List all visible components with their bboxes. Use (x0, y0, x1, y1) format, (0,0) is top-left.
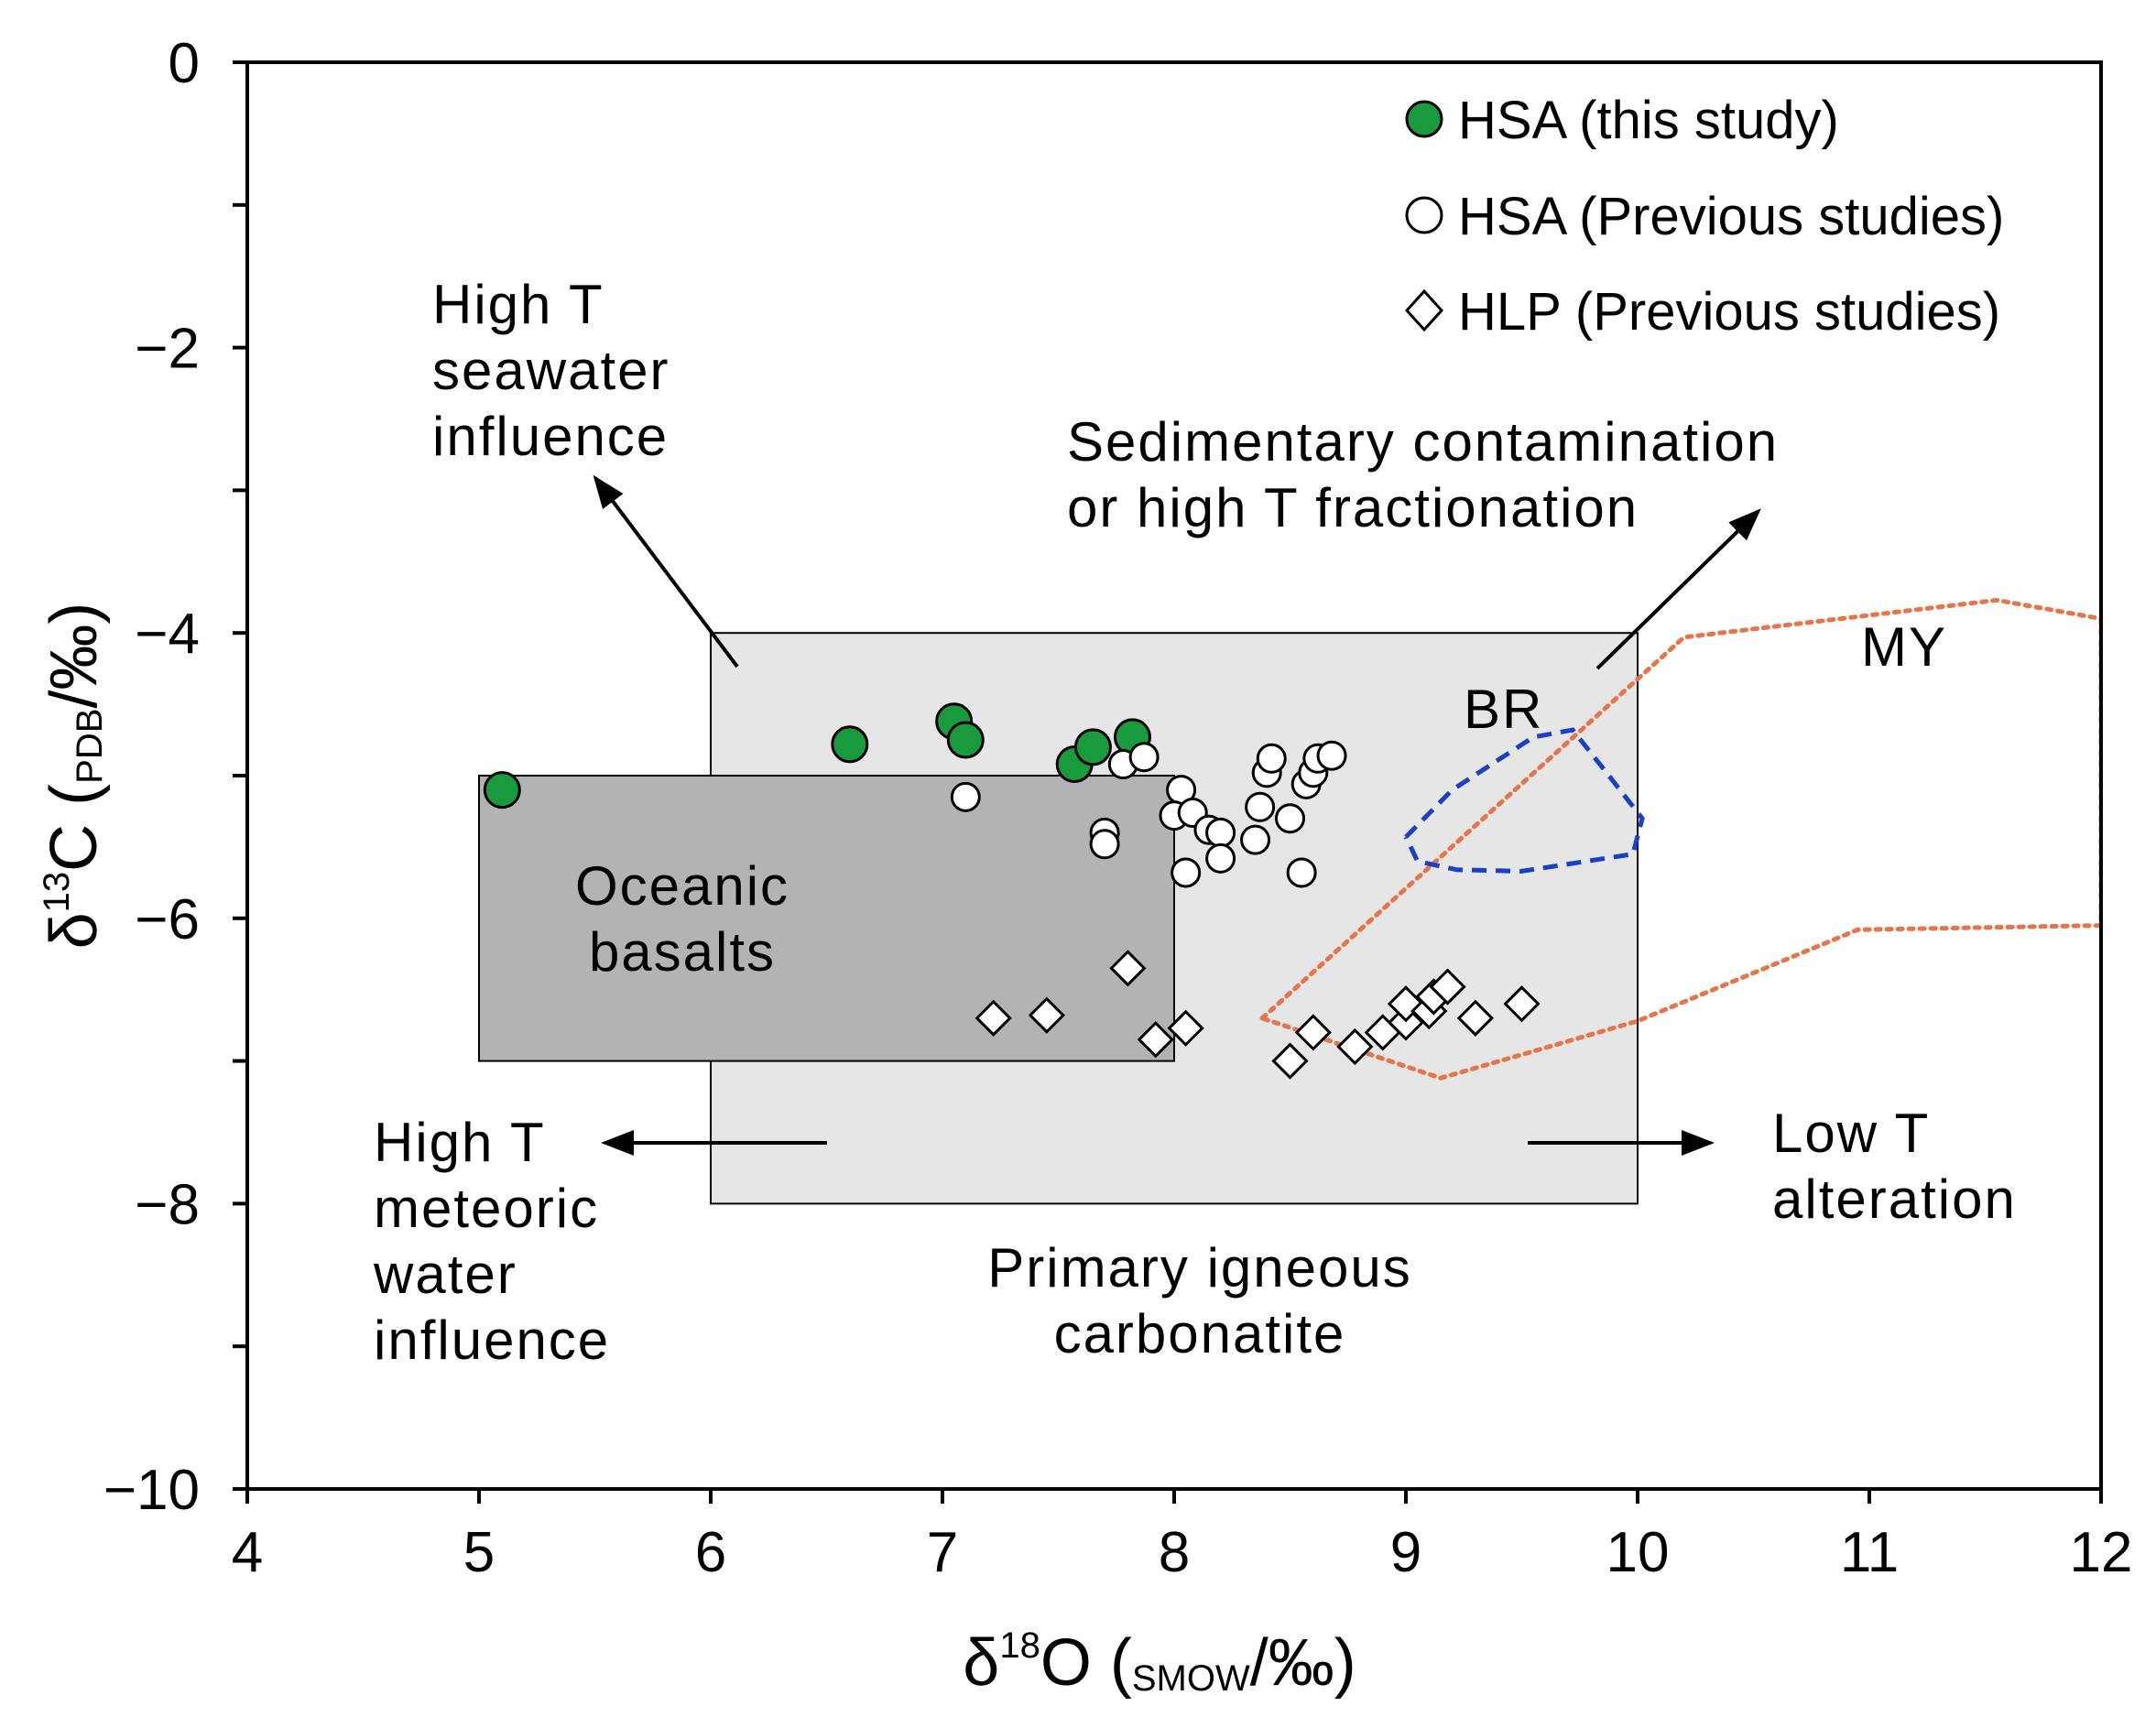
label-sedimentary-contamination: Sedimentary contamination (1067, 411, 1779, 473)
y-axis-title-mid: C ( (38, 784, 111, 872)
region-oceanic-basalts (478, 775, 1175, 1062)
x-axis-title: δ18O (SMOW/‰) (963, 1625, 1356, 1700)
label-high-t-meteoric: influence (374, 1309, 610, 1371)
y-tick-label: −6 (135, 888, 200, 951)
arrows-layer (593, 474, 1761, 1156)
point-hlp-previous-studies-6 (1294, 1014, 1332, 1051)
x-tick-label: 6 (695, 1521, 726, 1584)
point-hsa-previous-studies-12 (1240, 824, 1271, 855)
point-hlp-previous-studies-0 (975, 999, 1012, 1037)
point-hsa-previous-studies-17 (1286, 857, 1317, 888)
x-tick-label: 4 (232, 1521, 263, 1584)
point-hsa-previous-studies-0 (950, 781, 981, 812)
arrow-sedimentary (1595, 508, 1761, 670)
label-br-field: BR (1464, 679, 1543, 740)
x-axis-title-sub: SMOW (1132, 1658, 1250, 1699)
label-sedimentary-contamination: or high T fractionation (1067, 477, 1639, 538)
point-hsa-previous-studies-10 (1205, 817, 1236, 848)
legend-marker-hlp-previous (1404, 288, 1444, 332)
label-primary-igneous-carbonatite: Primary igneous (987, 1237, 1412, 1299)
legend-label-hlp-previous: HLP (Previous studies) (1458, 282, 2000, 342)
legend-label-hsa-this-study: HSA (this study) (1458, 91, 1839, 150)
point-hsa-previous-studies-2 (1089, 829, 1120, 860)
y-axis-title-delta: δ (38, 912, 111, 949)
y-axis-title: δ13C (PDB/‰) (37, 603, 111, 950)
point-hsa-this-study-1 (831, 725, 869, 764)
x-tick-label: 11 (1840, 1521, 1899, 1584)
x-tick-label: 7 (927, 1521, 958, 1584)
point-hlp-previous-studies-2 (1109, 950, 1147, 987)
point-hlp-previous-studies-13 (1429, 968, 1466, 1005)
label-my-field: MY (1861, 616, 1947, 678)
field-outline-my (1259, 597, 2101, 1081)
field-outline-br (1403, 727, 1645, 874)
point-hlp-previous-studies-3 (1137, 1021, 1174, 1059)
x-tick-label: 10 (1606, 1521, 1670, 1584)
point-hsa-previous-studies-8 (1171, 857, 1202, 888)
y-tick-label: −4 (135, 603, 200, 666)
y-tick-label: −10 (103, 1459, 200, 1522)
x-axis-title-delta: δ (963, 1626, 999, 1700)
point-hsa-previous-studies-13 (1245, 791, 1276, 822)
label-high-t-seawater: seawater (432, 340, 670, 401)
point-hsa-previous-studies-16 (1275, 803, 1305, 834)
x-tick-label: 8 (1159, 1521, 1190, 1584)
point-hlp-previous-studies-7 (1336, 1027, 1374, 1066)
y-axis-title-sup: 13 (37, 872, 77, 913)
label-primary-igneous-carbonatite: carbonatite (1054, 1303, 1346, 1364)
y-axis-title-end: /‰) (38, 603, 111, 709)
x-axis-ticks: 4 5 6 7 8 9 10 11 12 (232, 1489, 2133, 1584)
point-hlp-previous-studies-4 (1167, 1009, 1204, 1047)
point-hlp-previous-studies-5 (1271, 1042, 1309, 1080)
point-hsa-previous-studies-21 (1316, 740, 1347, 771)
y-tick-label: −8 (135, 1173, 200, 1236)
point-hsa-this-study-5 (1073, 728, 1112, 766)
point-hsa-this-study-3 (946, 721, 985, 759)
point-hsa-this-study-0 (483, 771, 521, 810)
legend-label-hsa-previous: HSA (Previous studies) (1458, 187, 2004, 246)
label-high-t-meteoric: water (373, 1244, 517, 1305)
x-axis-title-mid: O ( (1040, 1626, 1132, 1700)
arrow-seawater (593, 474, 739, 668)
y-tick-label: 0 (169, 32, 200, 95)
x-axis-title-end: /‰) (1250, 1626, 1356, 1700)
label-low-t-alteration: alteration (1772, 1168, 2017, 1230)
legend: HSA (this study) HSA (Previous studies) … (1404, 91, 2004, 342)
fields-layer (1259, 597, 2101, 1081)
regions-layer (478, 632, 1639, 1205)
point-hsa-previous-studies-11 (1205, 842, 1236, 874)
y-axis-title-sub: PDB (70, 709, 110, 784)
label-high-t-meteoric: High T (374, 1112, 546, 1173)
legend-marker-hsa-previous (1405, 196, 1443, 234)
label-high-t-meteoric: meteoric (374, 1178, 599, 1239)
y-tick-label: −2 (135, 318, 200, 381)
y-axis-ticks: 0 −2 −4 −6 −8 −10 (103, 32, 247, 1522)
x-tick-label: 5 (463, 1521, 495, 1584)
label-oceanic-basalts: Oceanic (575, 855, 789, 917)
point-hlp-previous-studies-1 (1028, 996, 1065, 1034)
point-hlp-previous-studies-15 (1503, 985, 1541, 1023)
point-hsa-previous-studies-15 (1256, 743, 1287, 774)
points-layer (483, 702, 1541, 1080)
legend-marker-hsa-this-study (1405, 100, 1443, 138)
x-tick-label: 12 (2070, 1521, 2133, 1584)
x-axis-title-sup: 18 (999, 1625, 1040, 1666)
label-high-t-seawater: influence (432, 406, 669, 467)
x-tick-label: 9 (1390, 1521, 1421, 1584)
label-low-t-alteration: Low T (1772, 1103, 1930, 1164)
label-high-t-seawater: High T (432, 274, 604, 335)
label-oceanic-basalts: basalts (589, 921, 776, 983)
point-hlp-previous-studies-14 (1456, 999, 1495, 1037)
point-hsa-previous-studies-4 (1128, 742, 1160, 773)
